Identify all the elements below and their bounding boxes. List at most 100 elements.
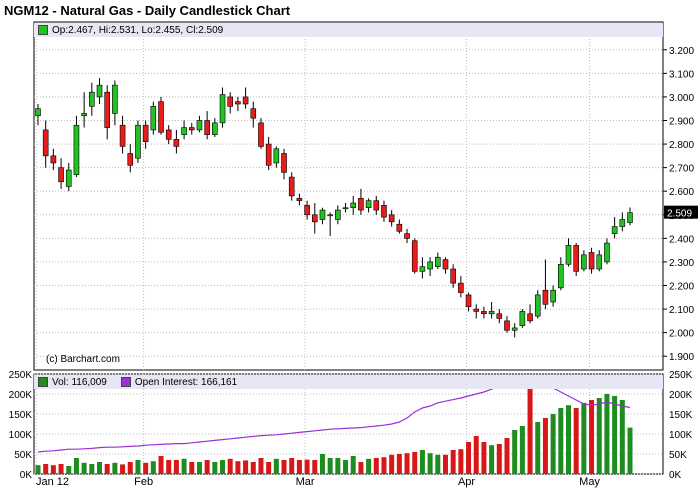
volume-bar <box>58 464 64 474</box>
candle-down <box>473 308 480 312</box>
price-tick-label: 2.700 <box>669 164 694 175</box>
candle-up <box>427 261 433 270</box>
candle-down <box>288 176 295 197</box>
candle-up <box>558 263 564 289</box>
x-tick-label: Mar <box>296 476 315 488</box>
candle-up <box>273 148 280 164</box>
candle-up <box>434 256 441 267</box>
price-tick-label: 2.100 <box>669 305 694 316</box>
volume-bar <box>243 460 249 474</box>
price-tick-label: 3.000 <box>669 93 694 104</box>
open-interest-label: Open Interest: 166,161 <box>134 376 238 388</box>
candle-up <box>365 200 372 209</box>
candle-up <box>350 202 357 209</box>
candle-down <box>227 96 234 107</box>
candle-down <box>258 122 264 147</box>
candle-down <box>281 153 287 173</box>
last-price-label: 2.509 <box>667 209 692 220</box>
candle-up <box>96 84 103 98</box>
candle-up <box>627 212 633 223</box>
volume-bar <box>43 464 49 474</box>
volume-bar <box>427 453 433 474</box>
volume-bar <box>266 462 272 474</box>
candle-down <box>58 167 64 183</box>
volume-bar <box>573 408 579 474</box>
volume-bar <box>366 458 372 474</box>
candle-up <box>65 169 72 187</box>
volume-bar <box>304 459 310 474</box>
candle-up <box>342 207 349 210</box>
volume-bar <box>104 464 110 474</box>
price-tick-label: 3.100 <box>669 69 694 80</box>
volume-bar <box>612 396 618 474</box>
candle-down <box>188 127 195 131</box>
volume-bar <box>81 462 87 474</box>
volume-bar <box>389 454 395 474</box>
candle-down <box>296 197 303 201</box>
chart-title: NGM12 - Natural Gas - Daily Candlestick … <box>4 3 291 18</box>
volume-bar <box>273 458 279 474</box>
price-tick-label: 2.900 <box>669 117 694 128</box>
candle-down <box>173 139 180 147</box>
volume-tick-label-left: 150K <box>9 410 33 421</box>
volume-bar <box>158 456 164 474</box>
candle-up <box>519 311 526 326</box>
volume-bar <box>596 398 602 474</box>
candle-up <box>565 245 572 265</box>
volume-bar <box>458 449 464 474</box>
candle-down <box>404 233 410 239</box>
volume-bar <box>542 418 548 474</box>
volume-bar <box>250 462 256 474</box>
candle-down <box>442 259 449 270</box>
price-panel-frame <box>33 21 664 371</box>
volume-tick-label-left: 250K <box>9 370 33 381</box>
candle-down <box>104 91 110 128</box>
candle-down <box>119 124 126 147</box>
candle-up <box>611 226 618 234</box>
volume-bar <box>481 442 487 474</box>
candle-up <box>196 120 203 131</box>
candle-down <box>235 101 241 105</box>
candle-down <box>465 294 472 308</box>
price-tick-label: 2.300 <box>669 258 694 269</box>
candle-up <box>73 124 80 176</box>
volume-bar <box>527 389 533 474</box>
volume-bar <box>296 460 302 474</box>
volume-tick-label-left: 200K <box>9 390 33 401</box>
candle-up <box>596 254 603 270</box>
volume-bar <box>512 430 518 474</box>
volume-bar <box>173 460 179 474</box>
volume-bar <box>189 462 195 474</box>
candle-down <box>388 214 395 223</box>
candle-up <box>419 266 426 272</box>
volume-bar <box>181 458 187 474</box>
volume-bar <box>258 458 264 474</box>
volume-bar <box>504 438 510 474</box>
candle-down <box>165 129 172 140</box>
volume-bar <box>442 454 448 474</box>
candle-up <box>511 327 518 331</box>
candle-down <box>250 108 257 119</box>
volume-bar <box>212 462 218 474</box>
volume-tick-label-right: 100K <box>669 430 693 441</box>
candle-up <box>534 294 541 317</box>
volume-bar <box>50 465 56 474</box>
price-tick-label: 2.600 <box>669 187 694 198</box>
volume-label: Vol: 116,009 <box>52 376 107 388</box>
volume-bar <box>343 460 349 474</box>
candle-down <box>542 289 549 305</box>
price-tick-label: 2.400 <box>669 234 694 245</box>
candle-up <box>327 214 333 217</box>
candle-down <box>527 313 533 322</box>
volume-bar <box>535 422 541 474</box>
volume-bar <box>327 458 333 474</box>
volume-tick-label-right: 200K <box>669 390 693 401</box>
up-swatch-icon <box>38 25 48 35</box>
candle-up <box>619 219 626 227</box>
candle-up <box>550 289 556 303</box>
open-interest-swatch-icon <box>120 377 131 387</box>
volume-bar <box>204 460 210 474</box>
candle-up <box>181 127 187 135</box>
candle-down <box>373 200 380 211</box>
